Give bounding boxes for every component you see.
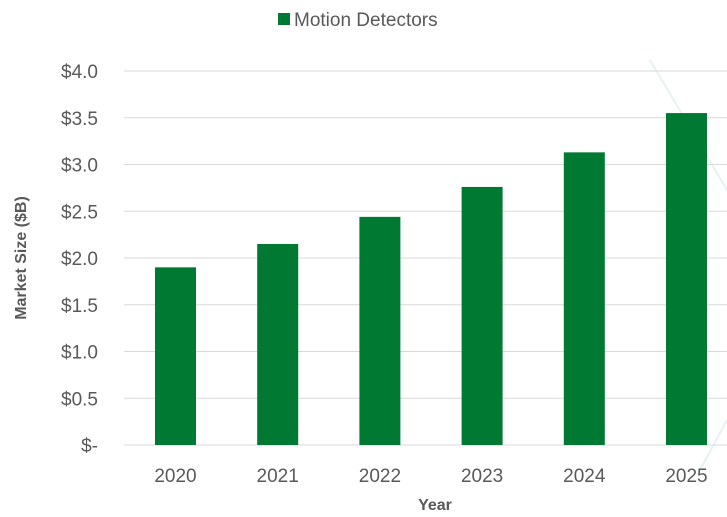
legend-swatch bbox=[278, 13, 290, 25]
x-tick-label: 2023 bbox=[461, 466, 503, 487]
y-tick-label: $1.5 bbox=[61, 296, 98, 317]
y-tick-label: $2.0 bbox=[61, 249, 98, 270]
y-tick-label: $1.0 bbox=[61, 343, 98, 364]
y-tick-label: $4.0 bbox=[61, 62, 98, 83]
y-tick-label: $0.5 bbox=[61, 389, 98, 410]
bar-2021 bbox=[257, 243, 299, 445]
x-axis-tick-labels: 2020 2021 2022 2023 2024 2025 bbox=[154, 466, 707, 487]
legend: Motion Detectors bbox=[278, 10, 438, 31]
x-axis-title: Year bbox=[418, 497, 452, 514]
x-tick-label: 2025 bbox=[665, 466, 707, 487]
bar-2024 bbox=[563, 152, 605, 445]
bar-2022 bbox=[359, 216, 401, 445]
x-tick-label: 2020 bbox=[154, 466, 196, 487]
y-axis-tick-labels: $- $0.5 $1.0 $1.5 $2.0 $2.5 $3.0 $3.5 $4.0 bbox=[61, 62, 98, 457]
bar-2023 bbox=[461, 186, 503, 445]
bar-2025 bbox=[666, 113, 707, 445]
y-tick-label: $3.0 bbox=[61, 156, 98, 177]
y-axis-title: Market Size ($B) bbox=[13, 196, 30, 320]
x-tick-label: 2021 bbox=[257, 466, 299, 487]
y-tick-label: $3.5 bbox=[61, 109, 98, 130]
legend-label: Motion Detectors bbox=[294, 10, 438, 31]
y-tick-label: $- bbox=[81, 436, 98, 457]
x-tick-label: 2024 bbox=[563, 466, 606, 487]
bar-series bbox=[155, 113, 707, 445]
x-tick-label: 2022 bbox=[359, 466, 401, 487]
gridlines bbox=[124, 70, 727, 446]
bar-2020 bbox=[155, 267, 196, 445]
y-tick-label: $2.5 bbox=[61, 202, 98, 223]
